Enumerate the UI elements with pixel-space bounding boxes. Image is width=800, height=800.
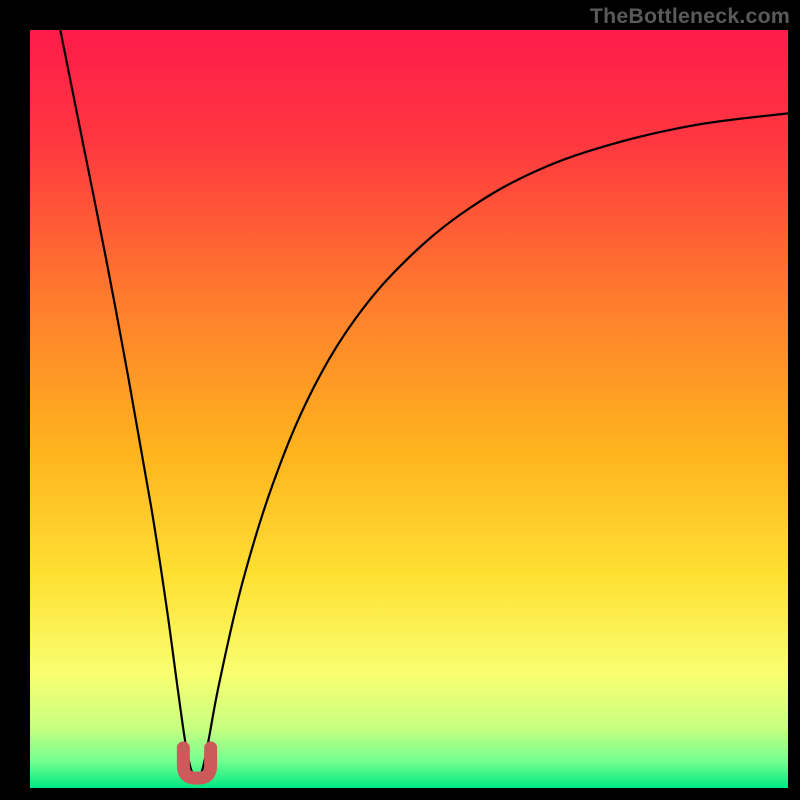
bottleneck-curve [60,30,788,776]
plot-area [30,30,788,788]
chart-frame: TheBottleneck.com [0,0,800,800]
dip-marker [170,735,223,791]
watermark-text: TheBottleneck.com [590,4,790,29]
chart-svg [30,30,788,788]
